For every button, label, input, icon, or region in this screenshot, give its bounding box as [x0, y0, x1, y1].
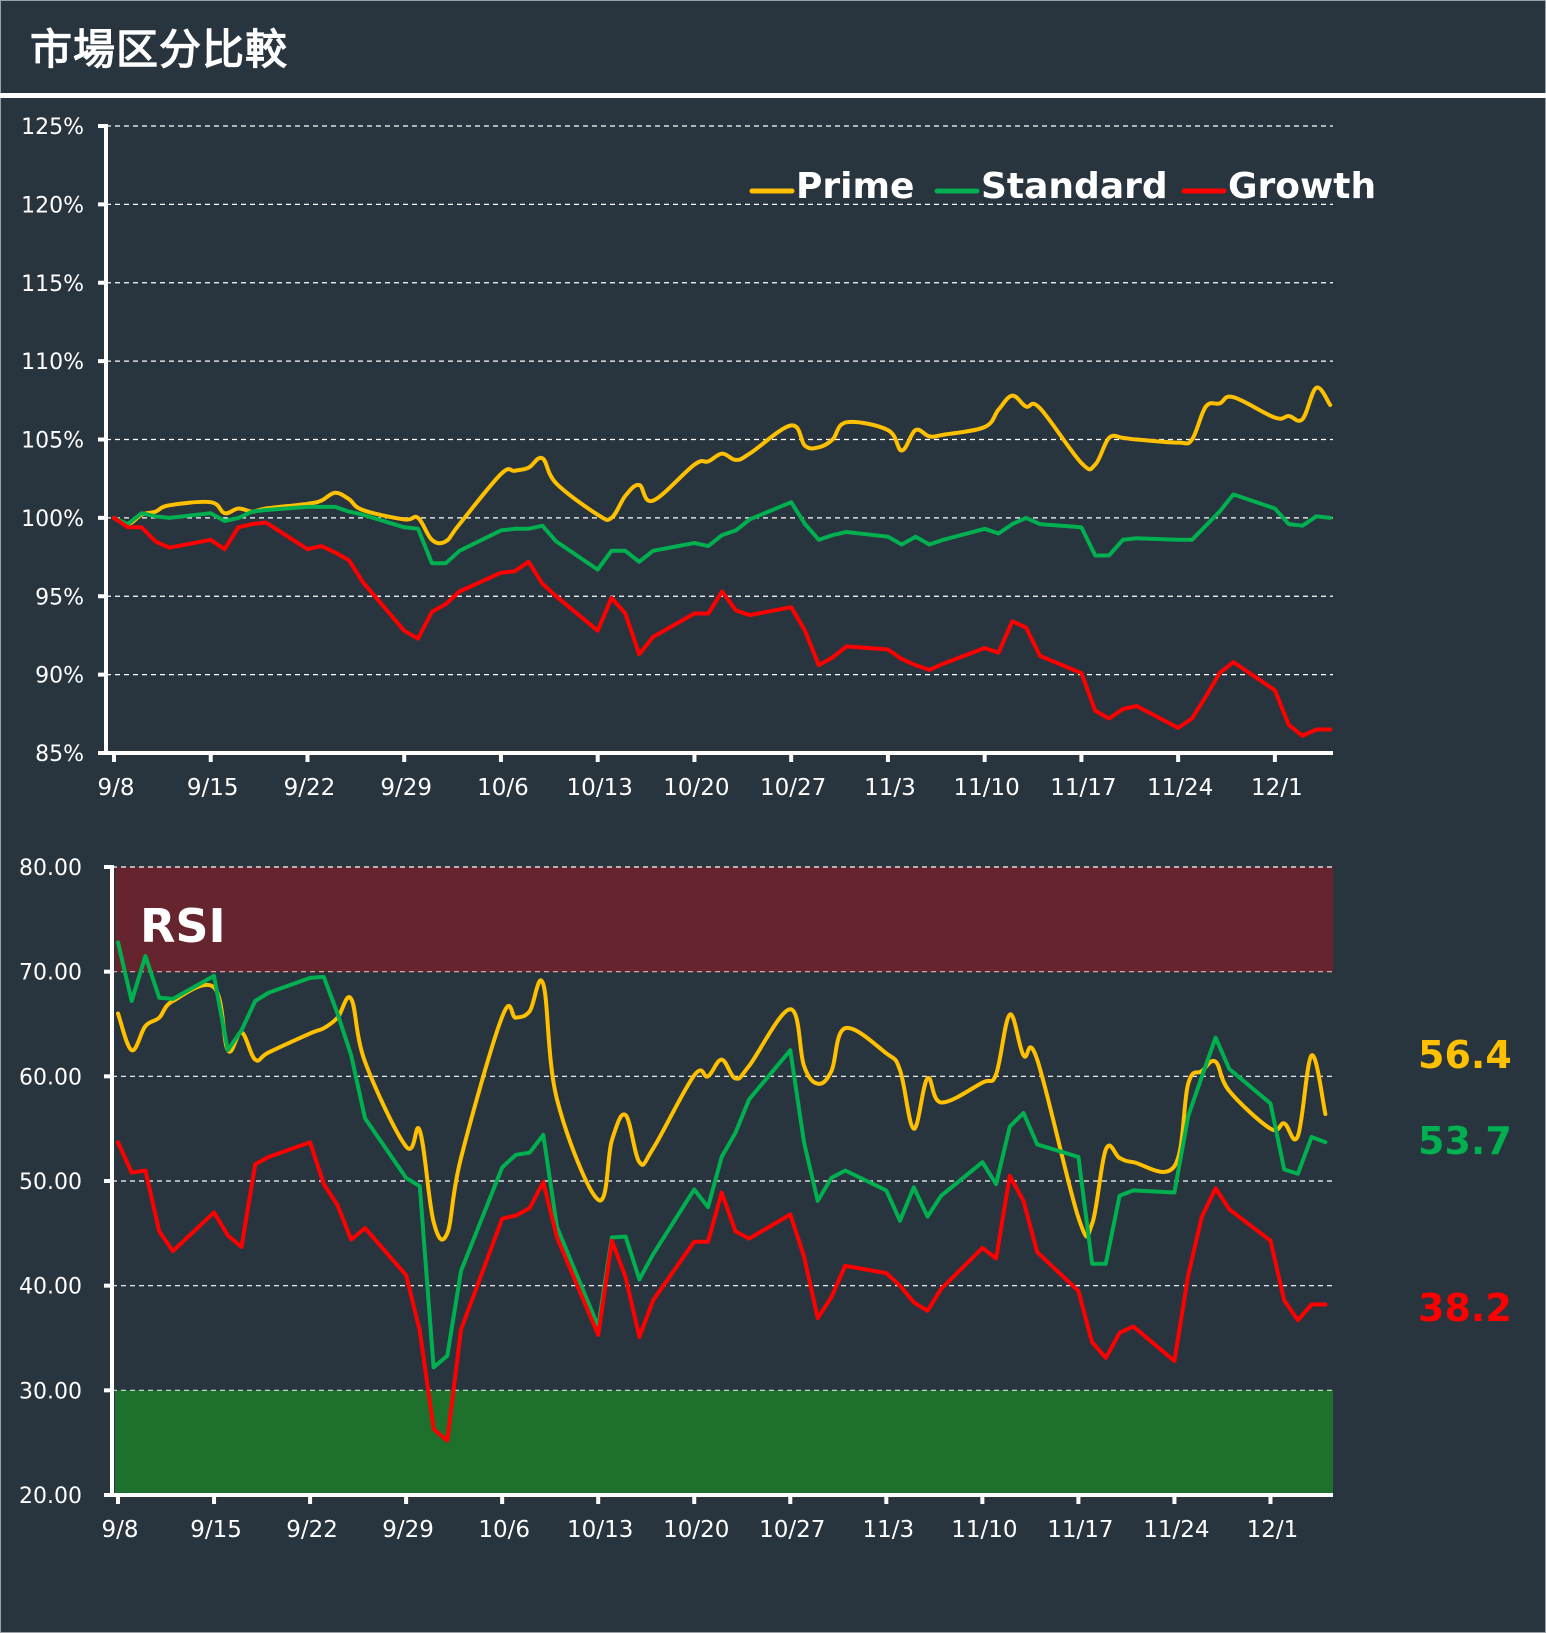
legend-label-growth: Growth — [1228, 166, 1376, 207]
y-tick-label: 95% — [35, 585, 84, 610]
x-tick-label: 9/29 — [382, 1517, 434, 1543]
performance-chart: 85% 90% 95% 100% 105% 110% 115% 120% 125% 9/8 9/1… — [21, 115, 1376, 801]
series-line-prime — [118, 980, 1325, 1239]
x-tick-label: 10/20 — [663, 1517, 729, 1543]
x-tick-label: 11/24 — [1147, 775, 1213, 801]
x-tick-label: 11/10 — [954, 775, 1020, 801]
y-tick-label: 60.00 — [19, 1065, 82, 1090]
y-tick-label: 20.00 — [19, 1484, 82, 1509]
band-overbought — [115, 867, 1333, 972]
y-tick-label: 115% — [21, 272, 84, 297]
last-value-prime: 56.4 — [1418, 1033, 1512, 1077]
y-tick-label: 105% — [21, 429, 84, 454]
x-tick-label: 10/20 — [663, 775, 729, 801]
rsi-lines — [118, 942, 1325, 1440]
x-tick-label: 12/1 — [1251, 775, 1303, 801]
y-tick-label: 125% — [21, 115, 84, 140]
y-tick-label: 110% — [21, 350, 84, 375]
legend-label-prime: Prime — [796, 166, 914, 207]
legend-label-standard: Standard — [981, 166, 1168, 207]
rsi-y-ticks: 20.00 30.00 40.00 50.00 60.00 70.00 80.00 — [19, 856, 82, 1509]
rsi-x-ticks: 9/8 9/15 9/22 9/29 10/6 10/13 10/20 10/27 11/3 11… — [101, 1517, 1298, 1543]
x-tick-label: 9/22 — [286, 1517, 338, 1543]
x-tick-label: 9/22 — [284, 775, 336, 801]
band-oversold — [115, 1390, 1333, 1495]
x-tick-label: 10/27 — [760, 775, 826, 801]
y-tick-label: 85% — [35, 742, 84, 767]
x-tick-label: 11/17 — [1050, 775, 1116, 801]
x-tick-label: 10/6 — [477, 775, 529, 801]
x-tick-label: 12/1 — [1247, 1517, 1299, 1543]
series-line-standard — [118, 942, 1325, 1367]
x-tick-label: 9/8 — [97, 775, 134, 801]
x-tick-label: 11/3 — [862, 1517, 914, 1543]
y-tick-label: 70.00 — [19, 961, 82, 986]
x-tick-label: 10/6 — [478, 1517, 530, 1543]
x-tick-label: 11/24 — [1143, 1517, 1209, 1543]
performance-y-ticks: 85% 90% 95% 100% 105% 110% 115% 120% 125% — [21, 115, 84, 767]
x-tick-label: 10/27 — [759, 1517, 825, 1543]
y-tick-label: 50.00 — [19, 1170, 82, 1195]
charts-canvas: 85% 90% 95% 100% 105% 110% 115% 120% 125% 9/8 9/1… — [0, 0, 1546, 1633]
y-tick-label: 120% — [21, 193, 84, 218]
x-tick-label: 10/13 — [567, 1517, 633, 1543]
rsi-chart: 20.0030.0040.0050.0060.0070.0080.00 9/89… — [19, 856, 1512, 1543]
last-value-growth: 38.2 — [1418, 1286, 1512, 1330]
x-tick-label: 11/3 — [864, 775, 916, 801]
x-tick-label: 9/15 — [190, 1517, 242, 1543]
last-value-standard: 53.7 — [1418, 1119, 1512, 1163]
rsi-title: RSI — [140, 899, 226, 953]
y-tick-label: 30.00 — [19, 1379, 82, 1404]
x-tick-label: 11/10 — [951, 1517, 1017, 1543]
performance-axes — [98, 124, 1333, 762]
x-tick-label: 9/8 — [101, 1517, 138, 1543]
series-line-growth — [114, 518, 1330, 736]
legend: Prime Standard Growth — [752, 166, 1376, 207]
series-line-prime — [114, 388, 1330, 544]
y-tick-label: 90% — [35, 664, 84, 689]
y-tick-label: 100% — [21, 507, 84, 532]
x-tick-label: 10/13 — [567, 775, 633, 801]
performance-x-ticks: 9/8 9/15 9/22 9/29 10/6 10/13 10/20 10/27 11/3 11… — [97, 775, 1302, 801]
x-tick-label: 9/29 — [380, 775, 432, 801]
y-tick-label: 80.00 — [19, 856, 82, 881]
x-tick-label: 9/15 — [187, 775, 239, 801]
x-tick-label: 11/17 — [1047, 1517, 1113, 1543]
y-tick-label: 40.00 — [19, 1275, 82, 1300]
